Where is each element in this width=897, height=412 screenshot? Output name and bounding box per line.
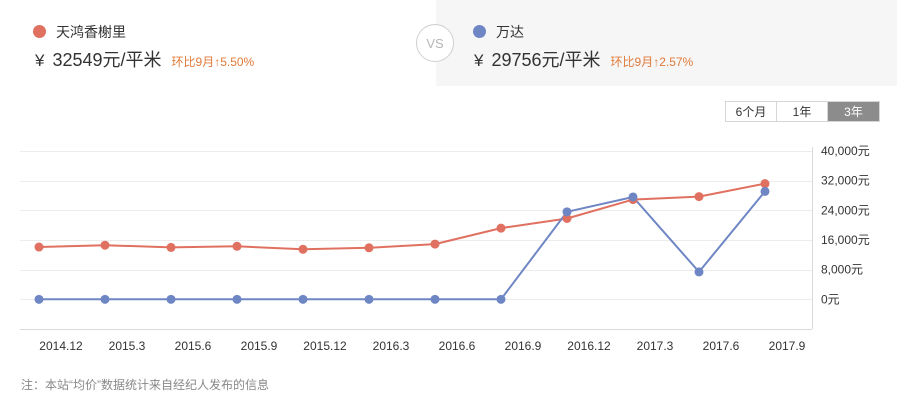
series-point-2 bbox=[364, 294, 374, 304]
series-point-1 bbox=[298, 244, 308, 254]
series-point-1 bbox=[364, 243, 374, 253]
series-layer bbox=[34, 179, 770, 304]
series-point-1 bbox=[694, 192, 704, 202]
range-tab-3-years[interactable]: 3年 bbox=[828, 102, 879, 121]
series-point-2 bbox=[100, 294, 110, 304]
grid-lines bbox=[20, 147, 813, 330]
compare-card-left: 天鸿香榭里 ¥ 32549元/平米 环比9月↑5.50% bbox=[0, 0, 436, 86]
compare-name-left: 天鸿香榭里 bbox=[56, 24, 126, 40]
price-row-right: ¥ 29756元/平米 环比9月↑2.57% bbox=[474, 46, 693, 72]
range-tab-6-months[interactable]: 6个月 bbox=[726, 102, 777, 121]
price-row-left: ¥ 32549元/平米 环比9月↑5.50% bbox=[35, 46, 254, 72]
x-tick-label: 2015.3 bbox=[109, 339, 146, 353]
series-point-1 bbox=[496, 223, 506, 233]
x-tick-label: 2016.3 bbox=[373, 339, 410, 353]
change-right: 环比9月↑2.57% bbox=[610, 55, 694, 69]
x-tick-label: 2015.12 bbox=[303, 339, 347, 353]
x-tick-label: 2016.12 bbox=[567, 339, 611, 353]
series-point-2 bbox=[760, 186, 770, 196]
series-dot-right bbox=[473, 25, 486, 38]
series-point-2 bbox=[496, 294, 506, 304]
y-tick-label: 32,000元 bbox=[821, 174, 870, 188]
price-right: 29756元/平米 bbox=[491, 50, 601, 70]
y-tick-label: 24,000元 bbox=[821, 203, 870, 217]
x-tick-label: 2016.6 bbox=[439, 339, 476, 353]
series-line-1 bbox=[38, 182, 766, 251]
compare-name-right: 万达 bbox=[496, 24, 524, 40]
compare-header: 天鸿香榭里 ¥ 32549元/平米 环比9月↑5.50% 万达 ¥ 29756元… bbox=[0, 0, 897, 86]
series-point-2 bbox=[298, 294, 308, 304]
currency-symbol-right: ¥ bbox=[474, 51, 484, 70]
y-tick-label: 16,000元 bbox=[821, 233, 870, 247]
series-line-2 bbox=[39, 190, 766, 301]
y-tick-label: 0元 bbox=[821, 292, 840, 306]
series-point-2 bbox=[430, 294, 440, 304]
series-point-2 bbox=[694, 267, 704, 277]
y-tick-labels: 0元 8,000元 16,000元 24,000元 32,000元 40,000元 bbox=[821, 144, 870, 306]
footnote: 注：本站“均价”数据统计来自经纪人发布的信息 bbox=[21, 378, 269, 392]
x-tick-label: 2016.9 bbox=[505, 339, 542, 353]
vs-badge: VS bbox=[416, 24, 454, 62]
series-point-2 bbox=[166, 294, 176, 304]
series-point-1 bbox=[760, 179, 770, 189]
time-range-tabs: 6个月 1年 3年 bbox=[725, 101, 880, 122]
series-dot-left bbox=[33, 25, 46, 38]
compare-card-right: 万达 ¥ 29756元/平米 环比9月↑2.57% bbox=[436, 0, 897, 86]
x-tick-label: 2015.9 bbox=[241, 339, 278, 353]
series-point-2 bbox=[232, 294, 242, 304]
series-point-2 bbox=[562, 207, 572, 217]
x-tick-label: 2015.6 bbox=[175, 339, 212, 353]
range-tab-1-year[interactable]: 1年 bbox=[777, 102, 828, 121]
series-point-2 bbox=[34, 294, 44, 304]
x-tick-label: 2017.9 bbox=[769, 339, 806, 353]
price-trend-chart: 0元 8,000元 16,000元 24,000元 32,000元 40,000元 201… bbox=[20, 144, 870, 353]
series-point-1 bbox=[34, 242, 44, 252]
x-tick-label: 2017.6 bbox=[703, 339, 740, 353]
y-tick-label: 8,000元 bbox=[821, 263, 863, 277]
series-point-2 bbox=[628, 192, 638, 202]
x-tick-label: 2017.3 bbox=[637, 339, 674, 353]
series-point-1 bbox=[430, 239, 440, 249]
series-point-1 bbox=[166, 242, 176, 252]
series-point-1 bbox=[232, 241, 242, 251]
price-left: 32549元/平米 bbox=[52, 50, 162, 70]
x-tick-label: 2014.12 bbox=[39, 339, 83, 353]
x-tick-labels: 2014.12 2015.3 2015.6 2015.9 2015.12 2016.3 20… bbox=[39, 339, 805, 353]
y-tick-label: 40,000元 bbox=[821, 144, 870, 158]
series-point-1 bbox=[100, 240, 110, 250]
currency-symbol-left: ¥ bbox=[35, 51, 45, 70]
change-left: 环比9月↑5.50% bbox=[171, 55, 255, 69]
series-point-1 bbox=[562, 213, 572, 223]
